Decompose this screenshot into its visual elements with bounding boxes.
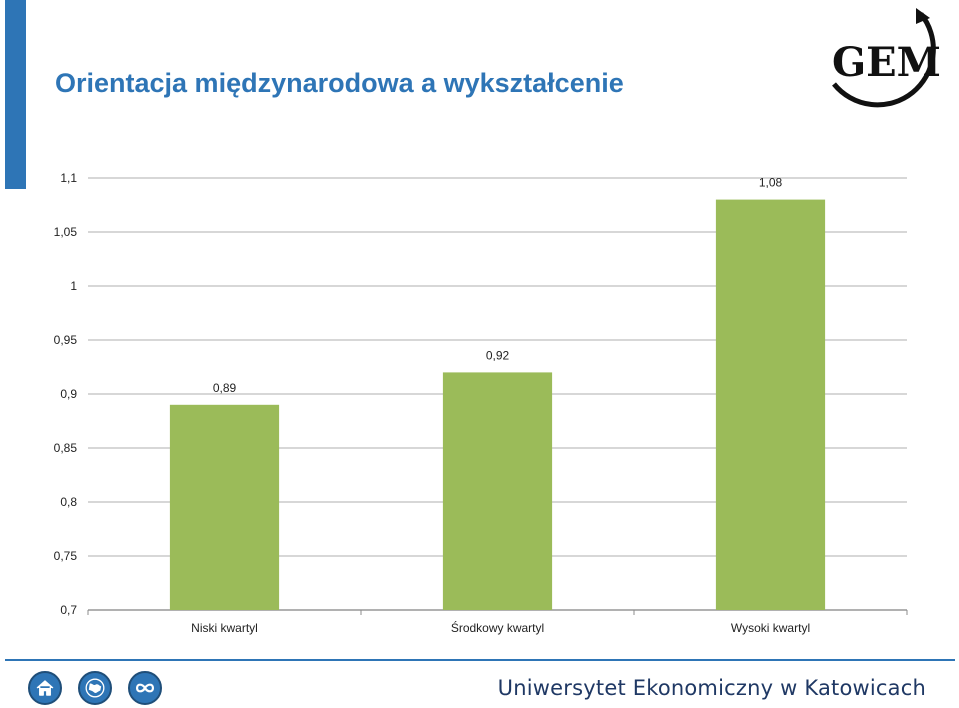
infinity-icon[interactable]	[128, 671, 162, 705]
home-icon[interactable]	[28, 671, 62, 705]
gem-logo-text: GEM	[832, 39, 941, 86]
university-name: Uniwersytet Ekonomiczny w Katowicach	[497, 676, 926, 700]
page-title: Orientacja międzynarodowa a wykształceni…	[55, 68, 624, 98]
x-category-label: Wysoki kwartyl	[731, 621, 810, 635]
footer-divider	[5, 659, 955, 661]
y-tick-label: 1,05	[54, 225, 78, 239]
globe-icon[interactable]	[78, 671, 112, 705]
data-label: 0,89	[213, 381, 237, 395]
y-tick-label: 1	[70, 279, 77, 293]
y-tick-label: 0,9	[60, 387, 77, 401]
y-tick-label: 0,95	[54, 333, 78, 347]
x-category-label: Niski kwartyl	[191, 621, 258, 635]
data-label: 1,08	[759, 176, 783, 190]
bar	[715, 199, 826, 610]
y-tick-label: 0,85	[54, 441, 78, 455]
title-accent-bar	[5, 0, 26, 189]
x-category-label: Środkowy kwartyl	[451, 620, 544, 635]
data-label: 0,92	[486, 348, 510, 362]
y-tick-label: 1,1	[60, 171, 77, 185]
y-tick-label: 0,7	[60, 603, 77, 617]
y-tick-label: 0,75	[54, 549, 78, 563]
y-tick-label: 0,8	[60, 495, 77, 509]
bar	[442, 372, 553, 610]
gem-logo: GEM	[832, 8, 941, 108]
bar	[169, 404, 280, 610]
